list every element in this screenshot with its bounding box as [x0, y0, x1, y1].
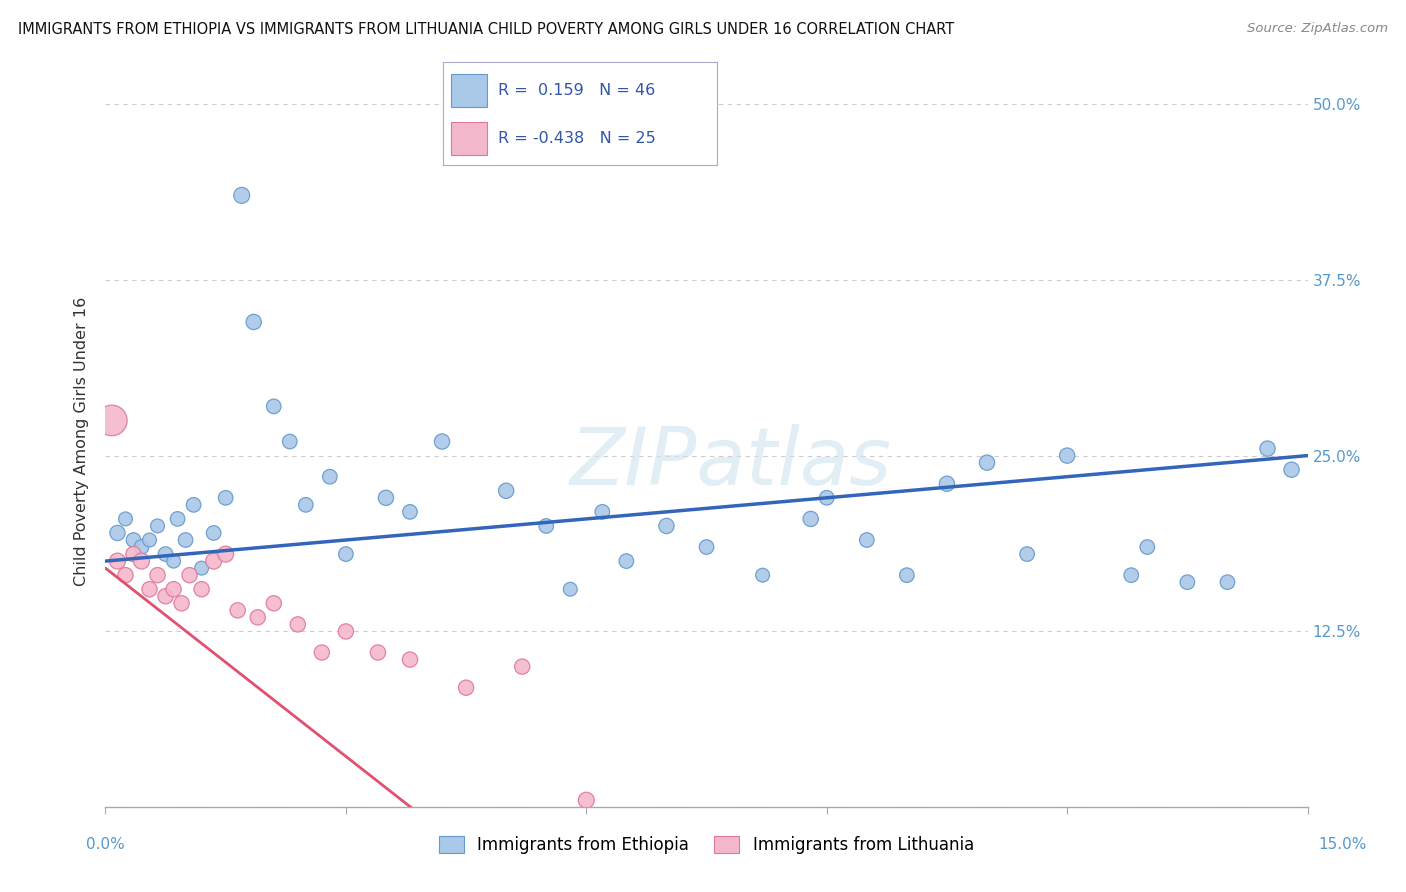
Point — [202, 526, 225, 541]
Point — [399, 652, 422, 666]
Point — [122, 533, 145, 547]
Point — [335, 547, 357, 561]
Point — [456, 681, 478, 695]
Point — [575, 793, 598, 807]
Point — [560, 582, 582, 597]
Bar — [451, 122, 486, 155]
Legend: Immigrants from Ethiopia, Immigrants from Lithuania: Immigrants from Ethiopia, Immigrants fro… — [433, 830, 980, 861]
Point — [202, 554, 225, 568]
Point — [1056, 449, 1078, 463]
Point — [214, 491, 236, 505]
Text: ZIPatlas: ZIPatlas — [569, 425, 891, 502]
Point — [107, 554, 129, 568]
Point — [495, 483, 517, 498]
Point — [146, 519, 169, 533]
Point — [335, 624, 357, 639]
Point — [131, 540, 153, 554]
Point — [800, 512, 823, 526]
Point — [367, 646, 389, 660]
Point — [242, 315, 264, 329]
Point — [815, 491, 838, 505]
Bar — [451, 74, 486, 106]
Point — [114, 512, 136, 526]
Point — [146, 568, 169, 582]
Point — [190, 582, 212, 597]
Point — [751, 568, 773, 582]
Point — [183, 498, 205, 512]
Point — [1281, 463, 1303, 477]
Point — [107, 526, 129, 541]
Point — [101, 413, 124, 427]
Point — [122, 547, 145, 561]
Point — [131, 554, 153, 568]
Point — [510, 659, 533, 673]
Point — [855, 533, 877, 547]
Point — [263, 400, 285, 414]
Point — [138, 582, 160, 597]
Text: Source: ZipAtlas.com: Source: ZipAtlas.com — [1247, 22, 1388, 36]
Point — [536, 519, 558, 533]
Point — [311, 646, 333, 660]
Point — [295, 498, 318, 512]
Y-axis label: Child Poverty Among Girls Under 16: Child Poverty Among Girls Under 16 — [75, 297, 90, 586]
Point — [190, 561, 212, 575]
Text: R =  0.159   N = 46: R = 0.159 N = 46 — [498, 83, 655, 97]
Point — [278, 434, 301, 449]
Point — [616, 554, 638, 568]
Point — [170, 596, 193, 610]
Point — [1017, 547, 1039, 561]
Point — [155, 547, 177, 561]
Point — [162, 554, 184, 568]
Point — [896, 568, 918, 582]
Point — [399, 505, 422, 519]
Point — [374, 491, 398, 505]
Point — [1257, 442, 1279, 456]
Point — [179, 568, 201, 582]
Point — [263, 596, 285, 610]
Point — [174, 533, 197, 547]
Text: 15.0%: 15.0% — [1319, 838, 1367, 852]
Point — [231, 188, 253, 202]
Point — [1136, 540, 1159, 554]
Point — [114, 568, 136, 582]
Point — [936, 476, 959, 491]
Point — [1216, 575, 1239, 590]
Point — [287, 617, 309, 632]
Text: R = -0.438   N = 25: R = -0.438 N = 25 — [498, 131, 655, 146]
Point — [430, 434, 453, 449]
Point — [162, 582, 184, 597]
Point — [655, 519, 678, 533]
Point — [1177, 575, 1199, 590]
Point — [166, 512, 188, 526]
Point — [1121, 568, 1143, 582]
Point — [214, 547, 236, 561]
Point — [155, 589, 177, 603]
Point — [138, 533, 160, 547]
Point — [319, 469, 342, 483]
Point — [976, 456, 998, 470]
Point — [591, 505, 613, 519]
Text: IMMIGRANTS FROM ETHIOPIA VS IMMIGRANTS FROM LITHUANIA CHILD POVERTY AMONG GIRLS : IMMIGRANTS FROM ETHIOPIA VS IMMIGRANTS F… — [18, 22, 955, 37]
Point — [696, 540, 718, 554]
Point — [246, 610, 269, 624]
Text: 0.0%: 0.0% — [86, 838, 125, 852]
Point — [226, 603, 249, 617]
